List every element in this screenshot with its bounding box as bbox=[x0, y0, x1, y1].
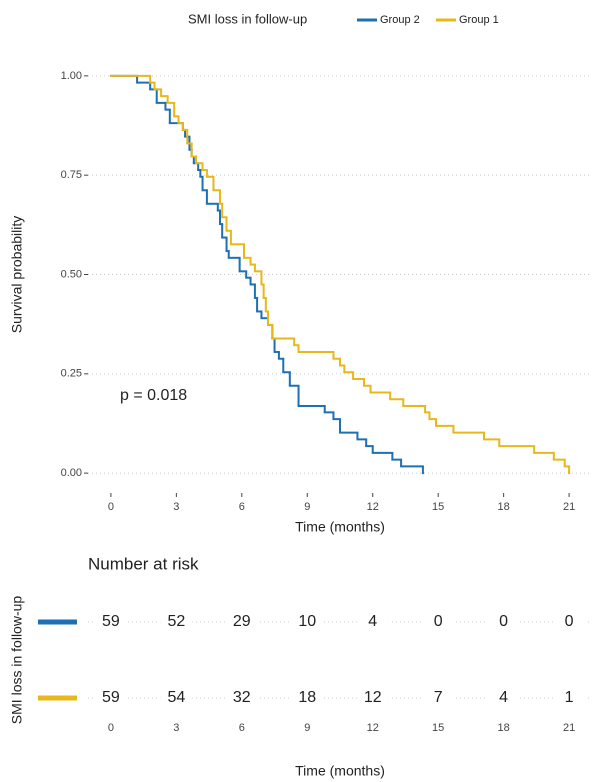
risk-cell-bg bbox=[553, 612, 586, 632]
risk-cell-bg bbox=[356, 688, 389, 708]
x-tick-label: 0 bbox=[108, 501, 114, 513]
p-value: p = 0.018 bbox=[120, 387, 187, 404]
x-tick-label: 12 bbox=[367, 722, 379, 734]
x-axis-label: Time (months) bbox=[295, 519, 385, 535]
x-tick-label: 6 bbox=[239, 501, 245, 513]
risk-cell-bg bbox=[356, 612, 389, 632]
legend-label: Group 2 bbox=[380, 14, 420, 26]
risk-count: 18 bbox=[298, 689, 316, 706]
risk-cell-bg bbox=[94, 612, 127, 632]
x-tick-label: 3 bbox=[173, 501, 179, 513]
risk-count: 0 bbox=[499, 613, 508, 630]
risk-cell-bg bbox=[487, 688, 520, 708]
risk-cell-bg bbox=[225, 688, 258, 708]
risk-cell-bg bbox=[487, 612, 520, 632]
risk-title: Number at risk bbox=[88, 554, 199, 573]
risk-cell-bg bbox=[160, 688, 193, 708]
risk-count: 4 bbox=[499, 689, 508, 706]
x-tick-label: 9 bbox=[304, 722, 310, 734]
risk-y-label: SMI loss in follow-up bbox=[9, 596, 25, 725]
y-tick-label: 0.50 bbox=[61, 268, 82, 280]
risk-count: 12 bbox=[364, 689, 382, 706]
x-tick-label: 3 bbox=[173, 722, 179, 734]
x-tick-label: 9 bbox=[304, 501, 310, 513]
legend-title: SMI loss in follow-up bbox=[188, 11, 307, 26]
x-tick-label: 0 bbox=[108, 722, 114, 734]
risk-count: 29 bbox=[233, 613, 251, 630]
risk-count: 0 bbox=[434, 613, 443, 630]
x-tick-label: 21 bbox=[563, 501, 575, 513]
y-tick-label: 0.75 bbox=[61, 169, 82, 181]
risk-cell-bg bbox=[422, 612, 455, 632]
risk-cell-bg bbox=[291, 612, 324, 632]
risk-count: 52 bbox=[167, 613, 185, 630]
risk-count: 32 bbox=[233, 689, 251, 706]
x-tick-label: 15 bbox=[432, 501, 444, 513]
x-axis-label: Time (months) bbox=[295, 763, 385, 779]
risk-cell-bg bbox=[225, 612, 258, 632]
risk-count: 54 bbox=[167, 689, 185, 706]
legend-label: Group 1 bbox=[459, 14, 499, 26]
x-tick-label: 18 bbox=[498, 722, 510, 734]
x-tick-label: 15 bbox=[432, 722, 444, 734]
y-axis-label: Survival probability bbox=[9, 216, 25, 334]
risk-cell-bg bbox=[422, 688, 455, 708]
risk-count: 10 bbox=[298, 613, 316, 630]
risk-cell-bg bbox=[160, 612, 193, 632]
x-tick-label: 21 bbox=[563, 722, 575, 734]
risk-count: 59 bbox=[102, 613, 120, 630]
risk-count: 1 bbox=[565, 689, 574, 706]
y-tick-label: 1.00 bbox=[61, 70, 82, 82]
y-tick-label: 0.00 bbox=[61, 467, 82, 479]
risk-cell-bg bbox=[553, 688, 586, 708]
y-tick-label: 0.25 bbox=[61, 368, 82, 380]
risk-count: 59 bbox=[102, 689, 120, 706]
risk-count: 4 bbox=[368, 613, 377, 630]
risk-count: 7 bbox=[434, 689, 443, 706]
x-tick-label: 18 bbox=[498, 501, 510, 513]
x-tick-label: 6 bbox=[239, 722, 245, 734]
risk-count: 0 bbox=[565, 613, 574, 630]
risk-cell-bg bbox=[94, 688, 127, 708]
risk-cell-bg bbox=[291, 688, 324, 708]
x-tick-label: 12 bbox=[367, 501, 379, 513]
